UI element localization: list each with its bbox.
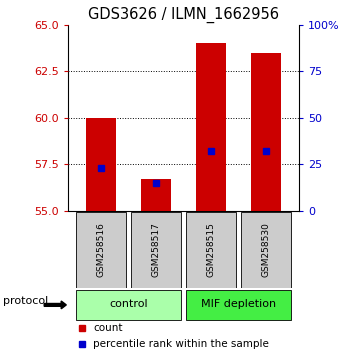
Bar: [186, 290, 291, 320]
Title: GDS3626 / ILMN_1662956: GDS3626 / ILMN_1662956: [88, 7, 279, 23]
Bar: [196, 44, 226, 211]
Bar: [241, 212, 291, 288]
Text: GSM258515: GSM258515: [207, 222, 216, 277]
Text: protocol: protocol: [3, 296, 49, 306]
Bar: [76, 290, 181, 320]
Text: GSM258530: GSM258530: [262, 222, 271, 277]
Bar: [86, 118, 116, 211]
Text: GSM258517: GSM258517: [152, 222, 160, 277]
Bar: [76, 212, 126, 288]
Bar: [141, 179, 171, 211]
Bar: [186, 212, 236, 288]
Text: MIF depletion: MIF depletion: [201, 299, 276, 309]
Bar: [251, 53, 281, 211]
Text: GSM258516: GSM258516: [97, 222, 105, 277]
Bar: [131, 212, 181, 288]
Text: control: control: [109, 299, 148, 309]
Text: count: count: [94, 323, 123, 333]
Text: percentile rank within the sample: percentile rank within the sample: [94, 339, 269, 349]
